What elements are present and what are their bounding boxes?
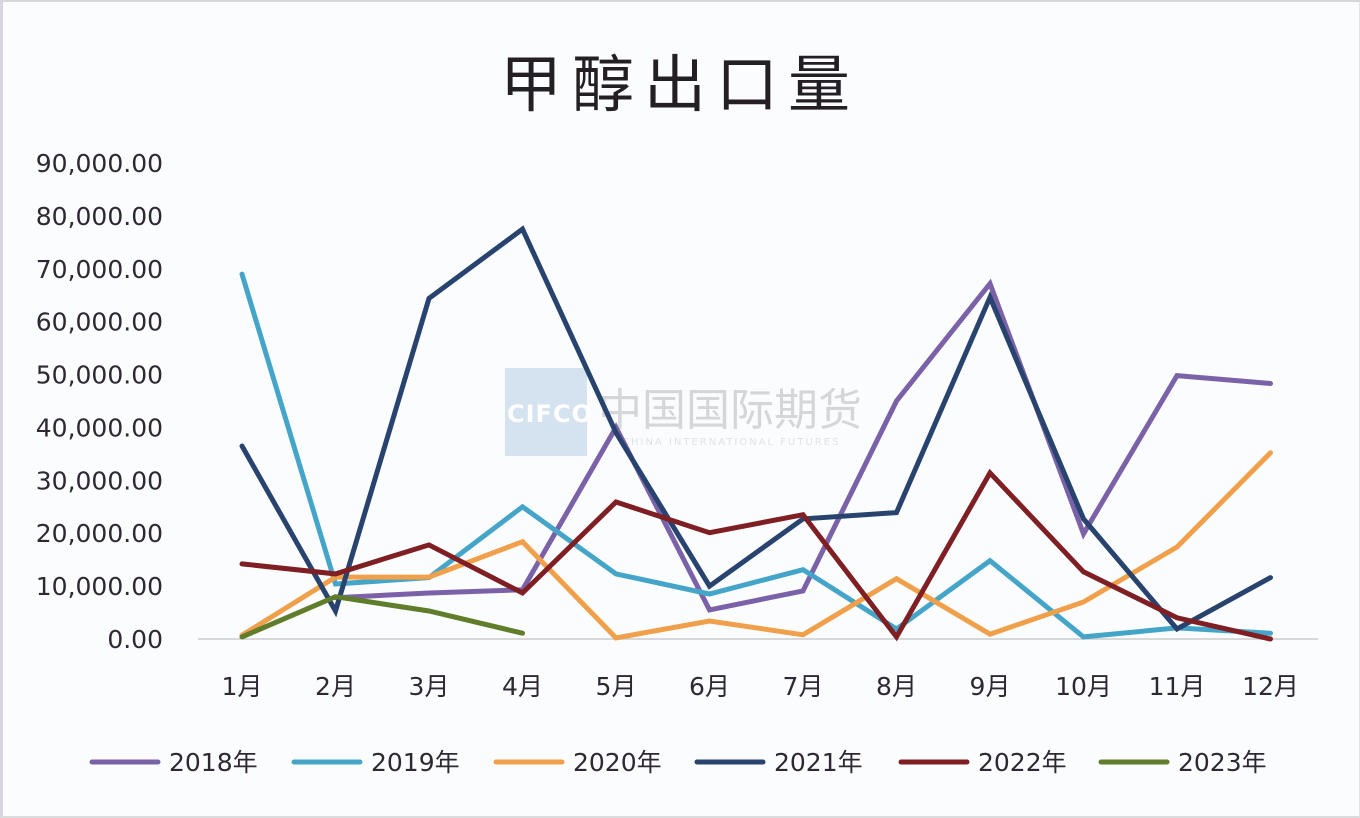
- x-tick-label: 8月: [876, 672, 917, 701]
- legend-label: 2018年: [169, 748, 258, 777]
- y-axis: 0.00 10,000.00 20,000.00 30,000.00 40,000.00…: [36, 149, 163, 654]
- y-tick-label: 40,000.00: [36, 413, 163, 442]
- x-tick-label: 6月: [689, 672, 730, 701]
- series-line-2021: [239, 225, 1273, 633]
- series-line-2023: [239, 594, 525, 640]
- legend-item-2020[interactable]: 2020年: [493, 748, 662, 777]
- series-line-2018: [333, 278, 1273, 613]
- y-tick-label: 80,000.00: [36, 202, 163, 231]
- legend-item-2019[interactable]: 2019年: [291, 748, 460, 777]
- y-tick-label: 10,000.00: [36, 572, 163, 601]
- watermark-logo-text: CIFCO: [507, 400, 593, 428]
- x-tick-label: 10月: [1055, 672, 1112, 701]
- x-tick-label: 11月: [1149, 672, 1206, 701]
- y-tick-label: 0.00: [107, 625, 163, 654]
- y-tick-label: 60,000.00: [36, 308, 163, 337]
- legend-item-2018[interactable]: 2018年: [89, 748, 258, 777]
- chart-title: 甲醇出口量: [499, 48, 860, 121]
- x-tick-label: 2月: [315, 672, 356, 701]
- x-tick-label: 9月: [970, 672, 1011, 701]
- y-tick-label: 20,000.00: [36, 519, 163, 548]
- watermark-logo-box: [505, 368, 587, 456]
- y-tick-label: 50,000.00: [36, 361, 163, 390]
- series-line-2020: [239, 450, 1273, 641]
- series-line-2022: [239, 468, 1273, 642]
- legend-item-2023[interactable]: 2023年: [1098, 748, 1267, 777]
- legend-label: 2023年: [1178, 748, 1267, 777]
- legend: 2018年 2019年 2020年 2021年 2022年 2023年: [89, 748, 1267, 777]
- x-tick-label: 3月: [409, 672, 450, 701]
- legend-item-2021[interactable]: 2021年: [694, 748, 863, 777]
- y-tick-label: 70,000.00: [36, 255, 163, 284]
- x-tick-label: 1月: [222, 672, 263, 701]
- x-tick-label: 5月: [596, 672, 637, 701]
- watermark-name-en: CHINA INTERNATIONAL FUTURES: [622, 437, 840, 448]
- y-tick-label: 30,000.00: [36, 466, 163, 495]
- watermark: CIFCO 中国国际期货 CHINA INTERNATIONAL FUTURES: [505, 368, 862, 456]
- x-tick-label: 12月: [1242, 672, 1299, 701]
- legend-item-2022[interactable]: 2022年: [898, 748, 1067, 777]
- x-tick-label: 7月: [783, 672, 824, 701]
- watermark-name-cn: 中国国际期货: [598, 385, 862, 436]
- x-axis: 1月 2月 3月 4月 5月 6月 7月 8月 9月 10月 11月 12月: [222, 672, 1299, 701]
- y-tick-label: 90,000.00: [36, 149, 163, 178]
- legend-label: 2022年: [978, 748, 1067, 777]
- legend-label: 2021年: [774, 748, 863, 777]
- legend-label: 2020年: [573, 748, 662, 777]
- x-tick-label: 4月: [502, 672, 543, 701]
- legend-label: 2019年: [371, 748, 460, 777]
- series-lines: [239, 225, 1273, 642]
